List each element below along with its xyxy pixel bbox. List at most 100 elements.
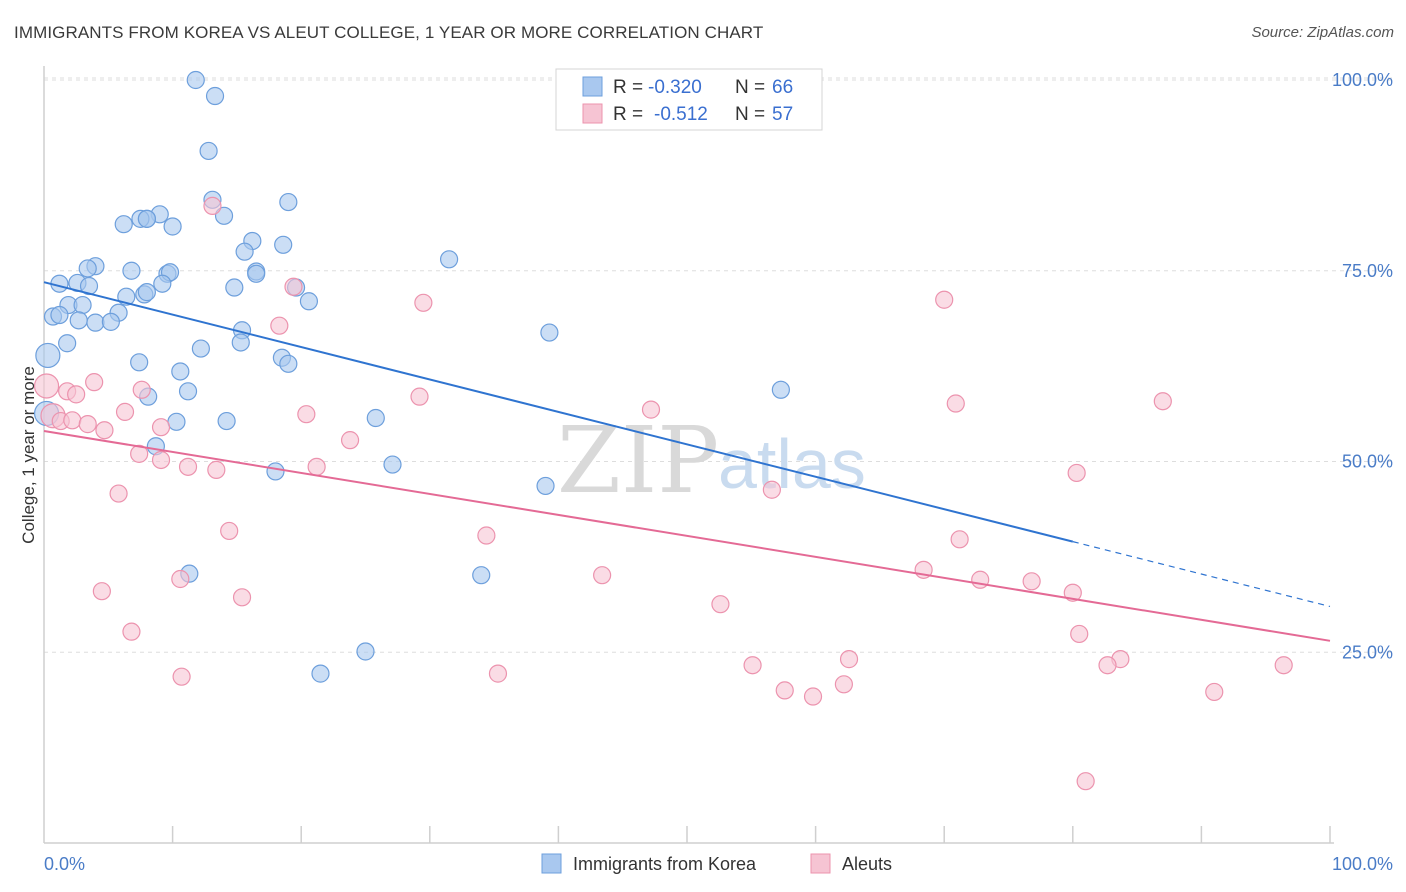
aleuts-point-38	[1022, 572, 1041, 591]
aleuts-point-39	[1063, 583, 1082, 602]
aleuts-point-5	[85, 373, 104, 392]
aleuts-point-31	[220, 521, 239, 541]
chart-source: Source: ZipAtlas.com	[1251, 24, 1394, 41]
korea-point-4	[214, 206, 234, 225]
legend-n-label-aleuts: N =	[735, 104, 765, 125]
korea-point-43	[231, 333, 250, 352]
korea-point-55	[366, 408, 385, 428]
y-tick-label-25: 25.0%	[1342, 642, 1393, 662]
aleuts-point-9	[67, 385, 86, 404]
korea-point-51	[771, 380, 790, 399]
korea-point-18	[122, 261, 141, 280]
aleuts-point-25	[178, 457, 198, 476]
aleuts-point-13	[641, 400, 661, 419]
legend-n-value-aleuts: 57	[772, 104, 793, 125]
aleuts-point-2	[414, 293, 433, 312]
korea-point-1	[205, 86, 225, 106]
korea-point-56	[217, 411, 236, 431]
aleuts-point-56	[1076, 772, 1095, 791]
aleuts-point-36	[171, 569, 190, 589]
aleuts-point-40	[92, 582, 111, 601]
bottom-legend: Immigrants from Korea Aleuts	[541, 853, 892, 874]
korea-point-14	[235, 242, 254, 261]
bottom-legend-swatch-aleuts	[810, 853, 831, 874]
aleuts-point-0	[203, 196, 222, 215]
aleuts-point-51	[172, 667, 191, 686]
korea-point-2	[199, 141, 218, 161]
aleuts-point-33	[950, 530, 969, 549]
data-points	[33, 70, 1293, 791]
x-ticks	[171, 826, 1331, 843]
y-axis-title: College, 1 year or more	[19, 366, 38, 544]
aleuts-point-53	[775, 681, 794, 700]
watermark-atlas: atlas	[718, 425, 866, 503]
y-tick-labels: 25.0% 50.0% 75.0% 100.0%	[1332, 70, 1393, 662]
legend-r-label-aleuts: R =	[613, 104, 643, 125]
aleuts-point-12	[946, 394, 965, 413]
aleuts-point-15	[115, 402, 135, 422]
aleuts-point-47	[743, 656, 762, 675]
bottom-legend-swatch-korea	[541, 853, 562, 874]
aleuts-point-43	[122, 622, 141, 641]
aleuts-point-21	[95, 421, 114, 440]
aleuts-point-54	[803, 687, 823, 706]
korea-point-60	[266, 462, 285, 481]
aleuts-point-45	[839, 650, 859, 669]
aleuts-point-18	[63, 411, 82, 430]
legend-r-value-korea: -0.320	[648, 77, 702, 98]
aleuts-point-49	[1098, 656, 1117, 675]
axes	[43, 66, 1334, 844]
aleuts-point-28	[1067, 463, 1086, 483]
korea-point-61	[536, 476, 555, 496]
chart-title: IMMIGRANTS FROM KOREA VS ALEUT COLLEGE, …	[14, 23, 764, 42]
watermark-zip: ZIP	[557, 407, 719, 514]
korea-point-39	[86, 313, 105, 332]
aleuts-point-8	[132, 380, 151, 399]
aleuts-point-3	[935, 290, 954, 309]
korea-point-52	[178, 382, 198, 401]
korea-point-17	[78, 259, 97, 278]
korea-point-42	[540, 323, 559, 342]
korea-point-45	[191, 339, 210, 358]
aleuts-point-27	[207, 460, 226, 479]
aleuts-point-41	[232, 588, 252, 607]
korea-point-59	[383, 455, 402, 474]
korea-point-34	[299, 292, 319, 311]
korea-point-65	[311, 664, 330, 683]
korea-point-31	[137, 283, 156, 302]
korea-point-15	[439, 250, 459, 269]
legend: R = -0.320 N = 66 R = -0.512 N = 57	[555, 68, 823, 131]
korea-point-63	[472, 566, 491, 585]
korea-point-26	[153, 274, 172, 293]
legend-n-value-korea: 66	[772, 77, 793, 98]
aleuts-trend-line	[43, 429, 1331, 642]
korea-point-28	[225, 278, 244, 297]
aleuts-point-22	[340, 431, 360, 450]
korea-point-44	[58, 334, 77, 353]
aleuts-point-35	[593, 566, 612, 585]
watermark: ZIP atlas	[557, 407, 866, 514]
y-tick-label-50: 50.0%	[1342, 452, 1393, 472]
korea-point-38	[69, 311, 88, 330]
korea-point-57	[167, 412, 186, 431]
aleuts-point-20	[151, 418, 171, 437]
korea-point-49	[279, 354, 298, 373]
korea-point-9	[137, 209, 156, 228]
bottom-legend-label-aleuts: Aleuts	[842, 854, 892, 874]
y-tick-label-100: 100.0%	[1332, 70, 1393, 90]
bottom-legend-label-korea: Immigrants from Korea	[573, 854, 757, 874]
korea-point-22	[247, 264, 266, 283]
korea-trend-extension	[1072, 541, 1331, 608]
aleuts-point-55	[1205, 682, 1224, 702]
korea-point-36	[50, 305, 69, 325]
aleuts-point-32	[477, 526, 496, 545]
aleuts-point-50	[488, 664, 508, 683]
korea-point-11	[279, 192, 298, 212]
aleuts-point-52	[834, 675, 853, 694]
aleuts-point-1	[284, 277, 303, 296]
korea-point-40	[101, 312, 120, 331]
korea-point-33	[73, 295, 92, 315]
aleuts-point-11	[1153, 392, 1172, 411]
aleuts-point-29	[762, 480, 781, 499]
